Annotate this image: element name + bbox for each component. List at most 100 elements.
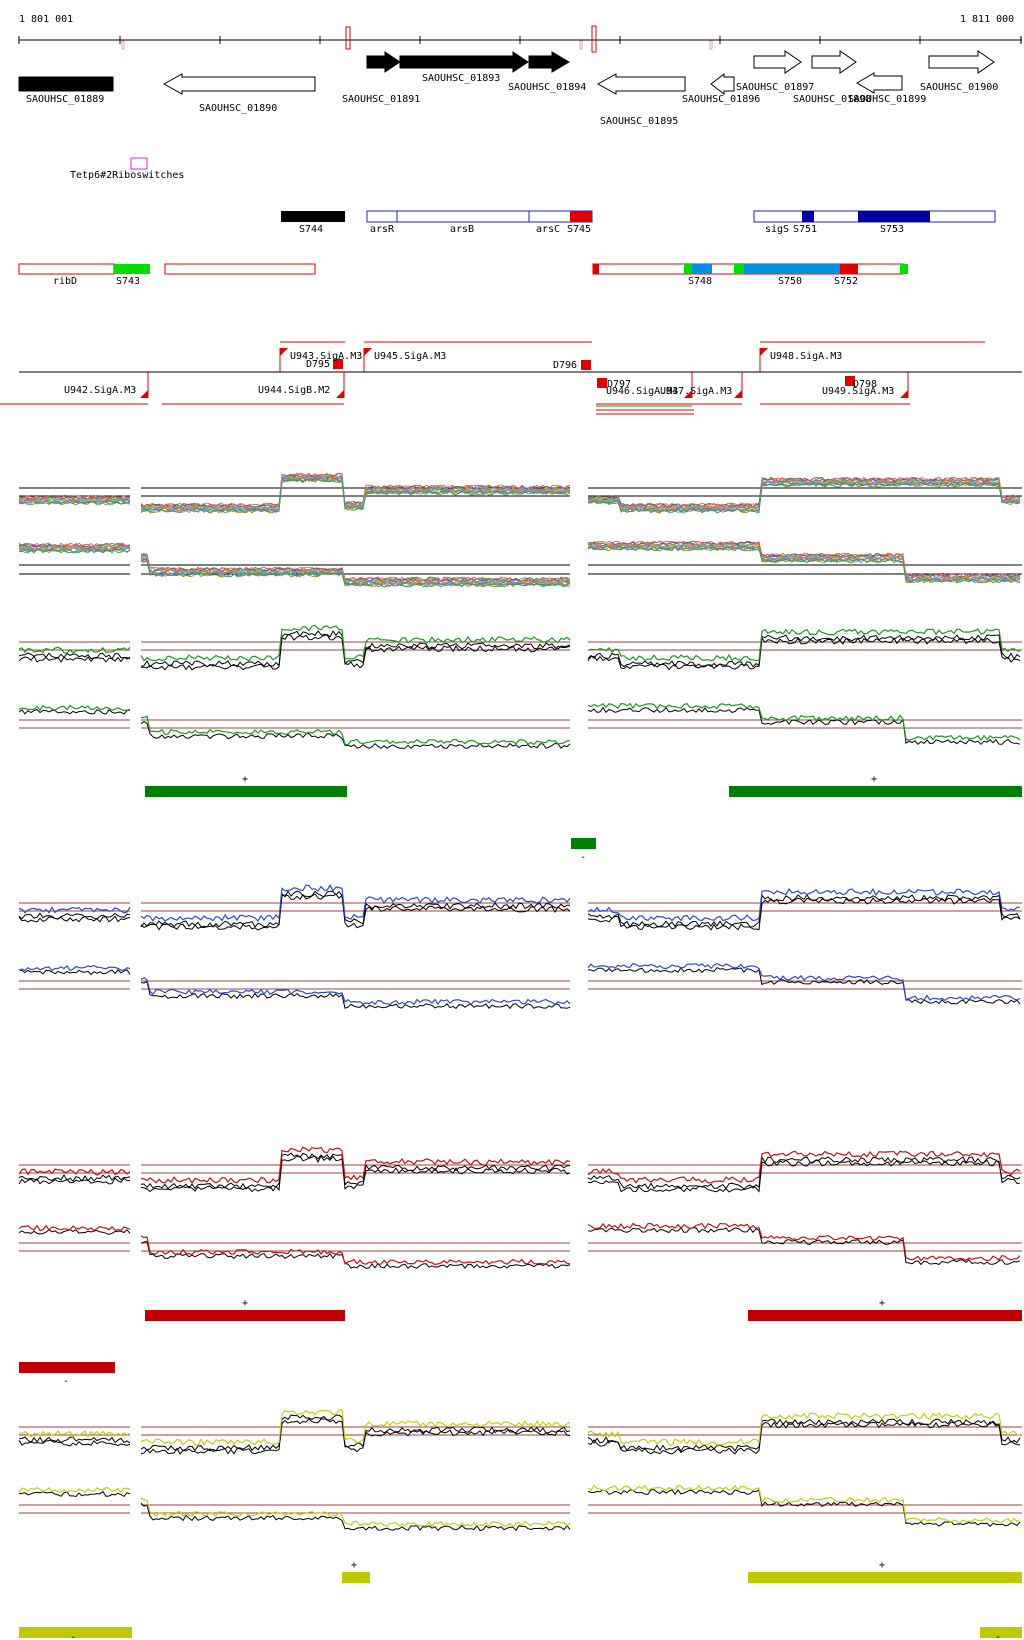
segment-ribd[interactable] (18, 263, 115, 275)
strand-plus-mark: + (351, 1560, 357, 1571)
expression-lines-all (18, 472, 1021, 588)
expression-trace (18, 646, 131, 654)
transcription-unit-plus[interactable] (729, 786, 1022, 797)
gene-saouhsc-01891[interactable]: SAOUHSC_01891 (342, 51, 420, 105)
promoter-arrow[interactable] (900, 390, 908, 398)
promoter-arrow[interactable] (140, 390, 148, 398)
segment-label: S744 (299, 224, 323, 235)
promoter-arrow[interactable] (684, 390, 692, 398)
gene-saouhsc-01894[interactable]: SAOUHSC_01894 (508, 51, 586, 93)
terminator-d795[interactable] (333, 359, 343, 369)
terminator-d797[interactable] (597, 378, 607, 388)
strand-plus-mark: + (242, 1298, 248, 1309)
expression-trace (18, 499, 131, 505)
expression-trace (587, 702, 1021, 742)
promoter-arrow[interactable] (734, 390, 742, 398)
expression-trace (18, 1436, 131, 1444)
segment-s750-block[interactable] (744, 264, 840, 274)
expression-lines-blue (18, 884, 1021, 1010)
segment-label: S750 (778, 276, 802, 287)
expression-trace (587, 1227, 1021, 1266)
strand-minus-mark: - (70, 1632, 76, 1640)
transcription-unit-minus[interactable] (980, 1627, 1022, 1638)
transcription-unit-plus[interactable] (145, 786, 347, 797)
expression-trace (587, 1222, 1021, 1262)
gene-label: SAOUHSC_01895 (600, 116, 678, 127)
expression-trace (140, 1418, 571, 1455)
segment-label: arsC (536, 224, 560, 235)
expression-trace (18, 1177, 131, 1185)
gene-saouhsc-01889[interactable]: SAOUHSC_01889 (18, 76, 114, 105)
expression-trace (140, 553, 571, 582)
expression-trace (18, 708, 131, 715)
segment-label: arsR (370, 224, 395, 235)
strand-plus-mark: + (871, 774, 877, 785)
expression-trace (18, 652, 131, 660)
segment-s744[interactable] (281, 211, 345, 222)
gene-saouhsc-01897[interactable]: SAOUHSC_01897 (736, 50, 814, 93)
transcription-unit-plus[interactable] (342, 1572, 370, 1583)
promoter-arrow[interactable] (364, 348, 372, 356)
plus-strand-segments: S744 arsR arsB arsC S745 sigS S751 S753 (281, 210, 996, 235)
segment-ars-operon[interactable] (366, 210, 593, 223)
gene-label: SAOUHSC_01891 (342, 94, 420, 105)
terminator-d796[interactable] (581, 360, 591, 370)
start-coordinate: 1 801 001 (19, 14, 73, 25)
transcription-unit-minus[interactable] (19, 1362, 115, 1373)
expression-lines-green (18, 624, 1021, 750)
promoter-arrow[interactable] (760, 348, 768, 356)
segment-label: S751 (793, 224, 817, 235)
promoter-arrow[interactable] (336, 390, 344, 398)
expression-trace (587, 966, 1021, 1005)
end-coordinate: 1 811 000 (960, 14, 1014, 25)
gene-label: SAOUHSC_01893 (422, 73, 500, 84)
gene-saouhsc-01899[interactable]: SAOUHSC_01899 (848, 72, 926, 105)
expression-trace (140, 472, 571, 508)
segment-s753-block[interactable] (858, 211, 930, 222)
segment-s748-block[interactable] (692, 264, 712, 274)
terminator-label: D795 (306, 359, 330, 370)
expression-trace (587, 478, 1021, 510)
gene-label: SAOUHSC_01897 (736, 82, 814, 93)
expression-panel-red: + + - (18, 1146, 1022, 1387)
gene-saouhsc-01895[interactable]: SAOUHSC_01895 (596, 73, 686, 127)
expression-trace (587, 544, 1021, 582)
transcription-unit-minus[interactable] (571, 838, 596, 849)
promoter-arrow[interactable] (280, 348, 288, 356)
strand-minus-mark: - (995, 1632, 1001, 1640)
expression-trace (587, 962, 1021, 1002)
segment-s752-block[interactable] (840, 264, 858, 274)
expression-trace (140, 478, 571, 514)
expression-trace (18, 546, 131, 552)
riboswitch-box[interactable] (130, 157, 148, 170)
transcription-unit-plus[interactable] (748, 1572, 1022, 1583)
expression-trace (18, 1168, 131, 1176)
gene-saouhsc-01896[interactable]: SAOUHSC_01896 (682, 72, 760, 105)
expression-trace (587, 543, 1021, 581)
expression-trace (140, 630, 571, 668)
expression-trace (587, 546, 1021, 584)
expression-trace (587, 1159, 1021, 1193)
transcription-unit-minus[interactable] (19, 1627, 132, 1638)
transcription-unit-plus[interactable] (145, 1310, 345, 1321)
expression-trace (140, 1414, 571, 1452)
terminator-d798[interactable] (845, 376, 855, 386)
gene-saouhsc-01890[interactable]: SAOUHSC_01890 (162, 73, 316, 114)
gene-saouhsc-01898[interactable]: SAOUHSC_01898 (793, 50, 871, 105)
expression-trace (587, 482, 1021, 514)
terminator-label: D797 (607, 379, 631, 390)
expression-trace (140, 1235, 571, 1266)
expression-trace (140, 555, 571, 584)
segment-s743[interactable] (114, 264, 150, 274)
segment-s751-block[interactable] (802, 211, 814, 222)
expression-trace (18, 496, 131, 502)
gene-track: SAOUHSC_01889 SAOUHSC_01890 SAOUHSC_0189… (18, 50, 998, 127)
gene-saouhsc-01893[interactable]: SAOUHSC_01893 (399, 51, 529, 84)
gene-saouhsc-01900[interactable]: SAOUHSC_01900 (920, 50, 998, 93)
coordinate-ruler: 1 801 001 1 811 000 (18, 14, 1022, 53)
transcription-unit-plus[interactable] (748, 1310, 1022, 1321)
segment-minus-b[interactable] (164, 263, 316, 275)
expression-trace (140, 980, 571, 1010)
expression-trace (140, 1240, 571, 1270)
segment-s745-block[interactable] (570, 211, 592, 222)
